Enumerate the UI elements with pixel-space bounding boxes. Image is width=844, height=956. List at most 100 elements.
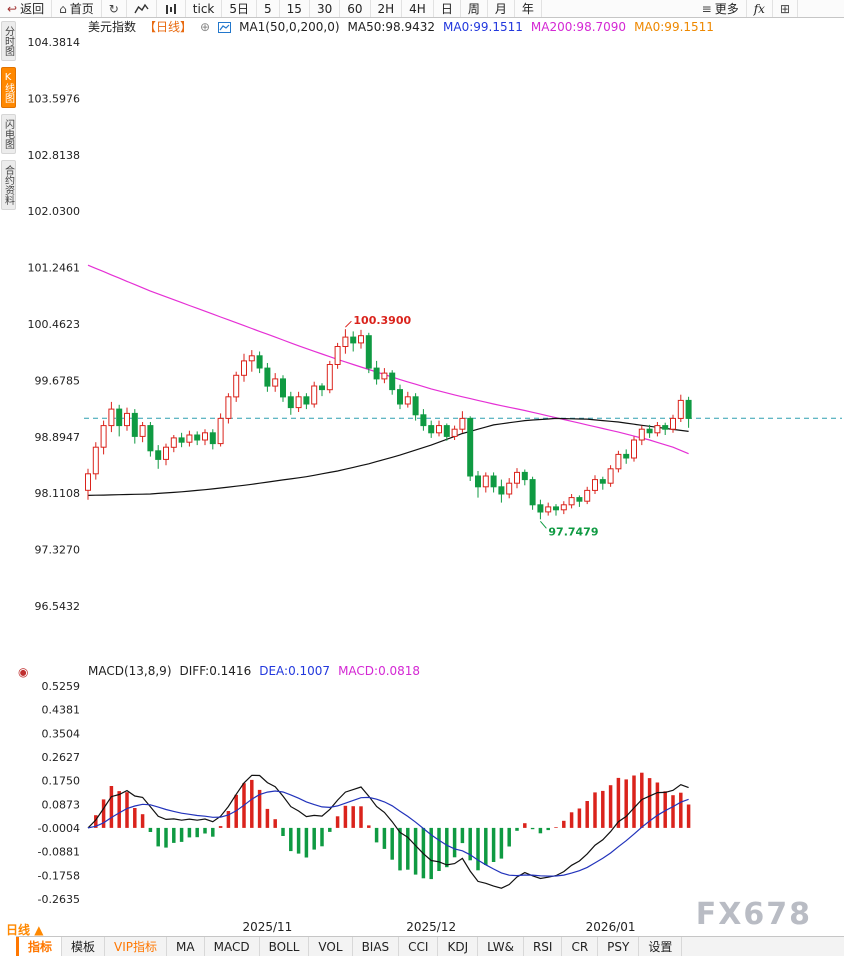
- bottom-tab-MACD[interactable]: MACD: [205, 937, 260, 956]
- toolbar-refresh[interactable]: ↻: [102, 0, 127, 17]
- macd-chart[interactable]: 0.5259 0.4381 0.3504 0.2627 0.1750 0.0873 -0.0…: [16, 680, 844, 918]
- toolbar-line-chart[interactable]: [127, 0, 157, 17]
- dea-value: DEA:0.1007: [259, 664, 331, 678]
- bottom-tab-CR[interactable]: CR: [562, 937, 599, 956]
- bottom-tab-模板[interactable]: 模板: [62, 937, 106, 956]
- svg-text:-0.0004: -0.0004: [38, 822, 80, 835]
- toolbar-m5-label: 5: [264, 1, 272, 16]
- svg-text:0.0873: 0.0873: [42, 798, 81, 811]
- toolbar-home[interactable]: ⌂ 首页: [52, 0, 102, 17]
- sidebar-tab-0[interactable]: 分时图: [0, 21, 16, 61]
- svg-text:97.3270: 97.3270: [35, 544, 81, 557]
- bottom-tab-MA[interactable]: MA: [167, 937, 205, 956]
- bottom-tab-指标[interactable]: 指标: [16, 937, 63, 956]
- svg-text:96.5432: 96.5432: [35, 600, 81, 613]
- toolbar-tick[interactable]: tick: [186, 0, 223, 17]
- bar-chart-icon: [165, 3, 176, 14]
- toolbar-m60[interactable]: 60: [340, 0, 371, 17]
- svg-text:100.4623: 100.4623: [28, 318, 81, 331]
- toolbar-month[interactable]: 月: [488, 0, 515, 17]
- watermark: FX678: [695, 897, 812, 932]
- bottom-tab-RSI[interactable]: RSI: [524, 937, 563, 956]
- period-label: 日线: [6, 923, 31, 937]
- macd-target-icon[interactable]: ◉: [18, 665, 29, 679]
- svg-text:97.7479: 97.7479: [548, 525, 598, 538]
- svg-text:0.1750: 0.1750: [42, 775, 81, 788]
- toolbar-tick-label: tick: [192, 1, 215, 16]
- x-axis-tick: 2025/12: [406, 920, 457, 934]
- x-axis-tick: 2025/11: [242, 920, 293, 934]
- toolbar-m15-label: 15: [286, 1, 302, 16]
- macd-header: MACD(13,8,9) DIFF:0.1416 DEA:0.1007 MACD:0.…: [16, 662, 844, 680]
- svg-text:102.8138: 102.8138: [28, 149, 81, 162]
- sidebar-tab-3[interactable]: 合约资料: [0, 160, 16, 210]
- svg-text:102.0300: 102.0300: [28, 205, 81, 218]
- toolbar-5d-label: 5日: [229, 2, 250, 16]
- bottom-tab-CCI[interactable]: CCI: [399, 937, 439, 956]
- svg-text:101.2461: 101.2461: [28, 262, 81, 275]
- toolbar-m60-label: 60: [347, 1, 363, 16]
- svg-text:0.5259: 0.5259: [42, 680, 81, 693]
- bottom-tab-KDJ[interactable]: KDJ: [438, 937, 479, 956]
- toolbar-bar-chart[interactable]: [157, 0, 186, 17]
- svg-text:-0.2635: -0.2635: [38, 893, 80, 906]
- bottom-tab-LW&[interactable]: LW&: [478, 937, 524, 956]
- symbol-name: 美元指数: [88, 20, 137, 34]
- toolbar-m30[interactable]: 30: [310, 0, 341, 17]
- toolbar-week[interactable]: 周: [461, 0, 488, 17]
- chart-area: 美元指数 【日线】 ⊕ MA1(50,0,200,0) MA50:98.9432 MA0:…: [16, 18, 844, 956]
- home-icon: ⌂: [59, 1, 67, 16]
- toolbar-week-label: 周: [467, 2, 480, 16]
- bottom-tab-BOLL[interactable]: BOLL: [260, 937, 310, 956]
- bottom-tab-PSY[interactable]: PSY: [598, 937, 640, 956]
- refresh-icon: ↻: [108, 1, 119, 16]
- bottom-tab-VIP指标[interactable]: VIP指标: [105, 937, 168, 956]
- period-tag: 【日线】: [144, 20, 193, 34]
- sidebar-tab-2[interactable]: 闪电图: [0, 114, 16, 154]
- main-candlestick-chart[interactable]: 104.3814 103.5976 102.8138 102.0300 101.2461…: [16, 36, 844, 662]
- toolbar-more[interactable]: ≡ 更多: [695, 0, 747, 17]
- svg-text:104.3814: 104.3814: [28, 36, 81, 49]
- macd-value: MACD:0.0818: [338, 664, 421, 678]
- sidebar-tab-1[interactable]: K线图: [0, 67, 16, 108]
- svg-text:98.8947: 98.8947: [35, 431, 81, 444]
- top-toolbar: ↩ 返回 ⌂ 首页 ↻ tick 5日 5 15 30 60 2H 4H 日周月年 ≡ 更多 fx ⊞: [0, 0, 844, 18]
- toolbar-day[interactable]: 日: [434, 0, 461, 17]
- toolbar-m15[interactable]: 15: [280, 0, 310, 17]
- toolbar-m5[interactable]: 5: [257, 0, 280, 17]
- ma0-value-blue: MA0:99.1511: [443, 20, 523, 34]
- ma-params: MA1(50,0,200,0): [239, 20, 340, 34]
- svg-text:103.5976: 103.5976: [28, 92, 81, 105]
- toolbar-month-label: 月: [494, 2, 507, 16]
- back-icon: ↩: [7, 1, 18, 16]
- diff-value: DIFF:0.1416: [179, 664, 252, 678]
- bottom-tab-设置[interactable]: 设置: [639, 937, 683, 956]
- x-axis-tick: 2026/01: [585, 920, 636, 934]
- ma50-value: MA50:98.9432: [347, 20, 436, 34]
- toolbar-year-label: 年: [521, 2, 534, 16]
- svg-text:0.3504: 0.3504: [42, 727, 81, 740]
- toolbar-h4[interactable]: 4H: [402, 0, 434, 17]
- bottom-tab-BIAS[interactable]: BIAS: [353, 937, 400, 956]
- toolbar-fx[interactable]: fx: [747, 0, 773, 17]
- toolbar-h4-label: 4H: [409, 1, 426, 16]
- left-sidebar: 分时图 K线图闪电图合约资料: [0, 18, 16, 956]
- bottom-tab-bar: 指标 模板 VIP指标 MA MACD BOLL VOL BIAS CCI KDJ LW& RSI CR…: [16, 936, 844, 956]
- main-layout: 分时图 K线图闪电图合约资料 美元指数 【日线】 ⊕ MA1(50,0,200,0) MA…: [0, 18, 844, 956]
- toolbar-home-label: 首页: [69, 2, 94, 16]
- toolbar-more-label: 更多: [714, 2, 739, 16]
- toolbar-back-label: 返回: [20, 2, 45, 16]
- svg-text:100.3900: 100.3900: [353, 314, 411, 327]
- current-period-indicator[interactable]: 日线 ▲: [6, 921, 43, 938]
- toolbar-5d[interactable]: 5日: [222, 0, 258, 17]
- svg-text:-0.1758: -0.1758: [38, 869, 80, 882]
- toolbar-h2-label: 2H: [377, 1, 395, 16]
- toolbar-year[interactable]: 年: [515, 0, 542, 17]
- bottom-tab-VOL[interactable]: VOL: [309, 937, 353, 956]
- svg-text:-0.0881: -0.0881: [38, 846, 80, 859]
- toolbar-h2[interactable]: 2H: [371, 0, 403, 17]
- ma0-value-orange: MA0:99.1511: [634, 20, 714, 34]
- add-indicator-icon[interactable]: ⊕: [200, 20, 211, 34]
- toolbar-back[interactable]: ↩ 返回: [0, 0, 53, 17]
- toolbar-grid[interactable]: ⊞: [773, 0, 798, 17]
